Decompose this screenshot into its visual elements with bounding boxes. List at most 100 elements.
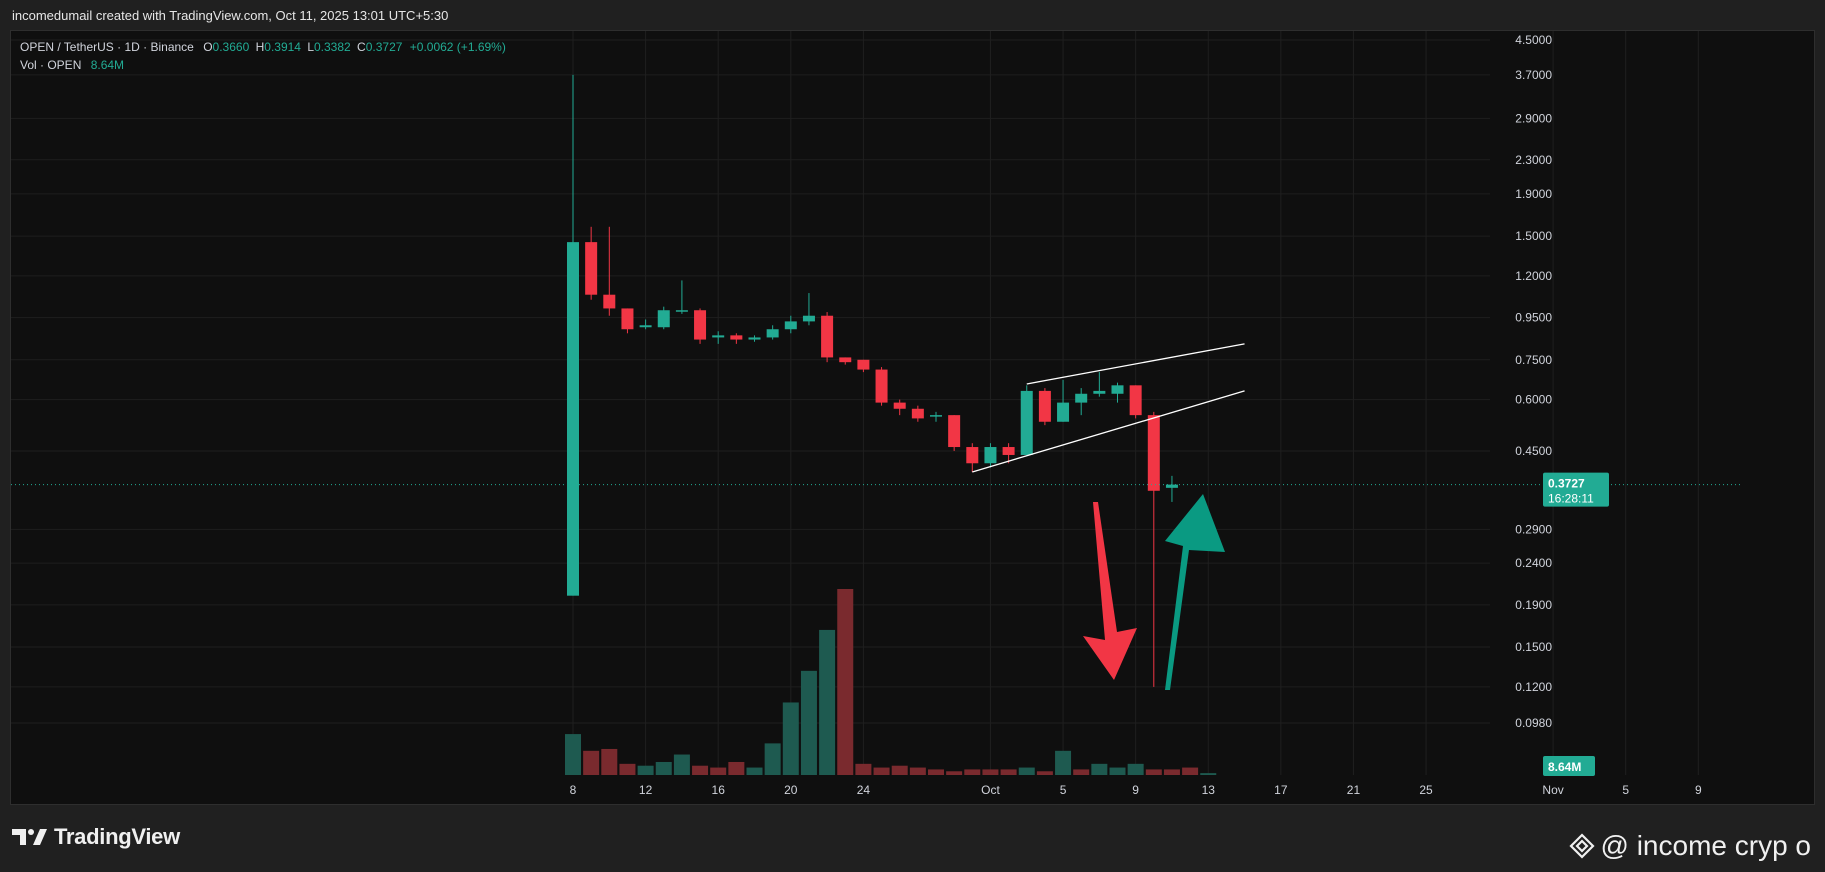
volume-bar (873, 767, 890, 775)
legend-volume-label[interactable]: Vol · OPEN (20, 58, 82, 72)
candle-body (1165, 484, 1178, 488)
volume-bar (928, 769, 944, 775)
candle-body (839, 357, 852, 363)
candle-body (1129, 385, 1142, 416)
candle-body (1075, 393, 1088, 403)
legend-close-value: 0.3727 (365, 40, 403, 54)
price-axis-label: 0.2900 (1515, 522, 1552, 536)
legend-volume-row: Vol · OPEN 8.64M (20, 56, 506, 74)
candle-body (694, 310, 707, 340)
candle-body (712, 335, 725, 338)
time-axis-label: 5 (1622, 783, 1629, 797)
legend-ohlc-row: OPEN / TetherUS · 1D · Binance O0.3660 H… (20, 38, 506, 56)
candle-body (966, 447, 979, 464)
header-bar: incomedumail created with TradingView.co… (0, 0, 1825, 30)
price-axis-label: 0.2400 (1515, 556, 1552, 570)
chart-canvas[interactable]: 4.5000 3.7000 2.9000 2.3000 1.9000 1.5000 1.20… (0, 0, 1825, 805)
candle-body (802, 315, 815, 322)
time-axis-label: 5 (1060, 783, 1067, 797)
price-axis-label: 0.0980 (1515, 716, 1552, 730)
candle-body (875, 369, 888, 403)
time-axis-label: 9 (1132, 783, 1139, 797)
volume-bar (637, 765, 654, 775)
volume-bar (982, 769, 999, 775)
time-axis-label: 24 (857, 783, 871, 797)
trendline (972, 390, 1245, 473)
legend-high-value: 0.3914 (264, 40, 301, 54)
candle-body (821, 315, 834, 358)
candle-body (1111, 385, 1124, 394)
candle-body (730, 335, 743, 340)
candle-body (930, 415, 942, 417)
price-axis-label: 0.4500 (1515, 444, 1552, 458)
time-axis-label: Oct (981, 783, 1000, 797)
volume-bar (673, 754, 690, 775)
header-caption: incomedumail created with TradingView.co… (12, 8, 449, 23)
time-axis-label: 21 (1347, 783, 1361, 797)
legend-close-label: C (357, 40, 366, 54)
legend-symbol[interactable]: OPEN / TetherUS · 1D · Binance (20, 40, 194, 54)
price-axis-label: 0.1500 (1515, 640, 1552, 654)
legend-low-label: L (307, 40, 314, 54)
volume-badge (1543, 756, 1595, 776)
candle-body (1020, 390, 1033, 455)
volume-bar (619, 763, 636, 775)
volume-bar (909, 767, 926, 775)
time-axis-label: 8 (570, 783, 577, 797)
down-arrow-annotation (1083, 502, 1137, 680)
volume-bar (1127, 763, 1144, 775)
legend-change: +0.0062 (+1.69%) (409, 40, 506, 54)
candle-body (639, 325, 652, 328)
volume-bar (1036, 771, 1053, 775)
candle-body (784, 321, 797, 330)
volume-bar (1145, 769, 1162, 775)
time-axis-label: Nov (1542, 783, 1563, 797)
candle-body (893, 402, 906, 409)
volume-bar (655, 761, 672, 775)
volume-bar (1200, 773, 1217, 775)
current-price-badge (1543, 472, 1609, 507)
candle-body (621, 308, 634, 330)
volume-bar (692, 765, 709, 775)
legend-high-label: H (255, 40, 265, 54)
volume-bar (1073, 769, 1090, 775)
chart-legend: OPEN / TetherUS · 1D · Binance O0.3660 H… (20, 38, 506, 74)
price-axis-label: 0.9500 (1515, 311, 1552, 325)
candle-body (1057, 402, 1070, 422)
price-axis-label: 0.7500 (1515, 353, 1552, 367)
volume-bar (819, 629, 836, 775)
time-axis-label: 13 (1202, 783, 1216, 797)
candle-body (766, 329, 779, 338)
candle-body (657, 310, 670, 328)
candle-body (585, 242, 598, 295)
volume-bar (837, 589, 854, 775)
author-watermark: @ income cryp o (1568, 830, 1811, 862)
volume-badge-text: 8.64M (1548, 760, 1581, 774)
candle-body (675, 310, 688, 312)
binance-icon (1568, 833, 1595, 859)
time-axis-label: 12 (639, 783, 653, 797)
time-axis-label: 20 (784, 783, 798, 797)
price-axis-label: 4.5000 (1515, 33, 1552, 47)
candle-body (1147, 415, 1160, 491)
candle-body (603, 294, 616, 309)
volume-bar (946, 771, 963, 775)
tradingview-logo-text: TradingView (54, 824, 180, 849)
volume-bar (601, 748, 618, 775)
time-axis-label: 16 (712, 783, 726, 797)
volume-bar (800, 670, 817, 775)
volume-bar (1091, 763, 1108, 775)
time-axis-label: 9 (1695, 783, 1702, 797)
price-axis-label: 0.6000 (1515, 393, 1552, 407)
candle-body (1002, 447, 1015, 455)
legend-open-label: O (203, 40, 213, 54)
volume-bar (891, 765, 908, 775)
volume-bar (964, 769, 981, 775)
volume-bar (710, 767, 727, 775)
volume-bar (1018, 767, 1035, 775)
legend-volume-value: 8.64M (90, 58, 125, 72)
footer-bar (0, 805, 1825, 872)
volume-bar (855, 763, 872, 775)
tradingview-logo[interactable]: TradingView (12, 823, 180, 851)
candle-body (911, 408, 924, 419)
